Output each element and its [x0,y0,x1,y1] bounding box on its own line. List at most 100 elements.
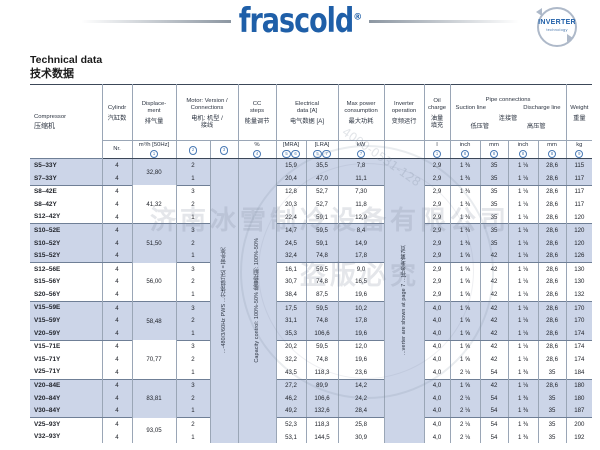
cell-compressor-model: S8–42E [30,185,103,199]
cell-discharge-mm: 35 [537,417,567,431]
table-row[interactable]: S12–42Y 4 1 22,4 59,1 12,9 2,9 1 ⅜ 35 1 ⅛ 28,6 120 [30,210,593,224]
cell-suction-inch: 2 ⅛ [449,430,481,444]
cell-discharge-inch: 1 ⅛ [507,340,539,354]
cell-max-power: 11,8 [337,198,385,211]
cell-discharge-mm: 28,6 [537,353,567,366]
cell-discharge-inch: 1 ⅛ [507,378,539,393]
cell-discharge-inch: 1 ⅜ [507,417,539,431]
cell-discharge-mm: 35 [537,404,567,419]
page-title-cn: 技术数据 [30,68,74,81]
cell-oil-charge: 4,0 [423,353,451,366]
th-weight-cn: 重量 [573,114,586,122]
table-row[interactable]: S12–56E 4 56,00 3 16,1 59,5 9,0 2,9 1 ⅝ 42 1 ⅛ 28,6… [30,262,593,302]
cell-discharge-mm: 28,6 [537,288,567,302]
cell-mra: 35,3 [275,327,307,341]
table-row[interactable]: V20–84E 4 83,81 3 27,2 89,9 14,2 4,0 1 ⅝ 42 1 ⅛ 28,… [30,378,593,418]
cell-discharge-mm: 35 [537,430,567,444]
cell-suction-inch: 1 ⅜ [449,223,481,237]
cell-suction-inch: 2 ⅛ [449,404,481,419]
cell-weight: 180 [565,378,593,393]
cell-discharge-inch: 1 ⅛ [507,185,539,199]
brand-logo: frascold® [0,5,600,38]
table-row[interactable]: S7–33Y 4 1 20,4 47,0 11,1 2,9 1 ⅜ 35 1 ⅛ 28,6 117 [30,172,593,186]
cell-suction-inch: 1 ⅜ [449,158,481,173]
table-row[interactable]: V15–59Y 4 2 31,1 74,8 17,8 4,0 1 ⅝ 42 1 ⅛ 28,6 170 [30,314,593,328]
cell-oil-charge: 4,0 [423,327,451,341]
cell-discharge-mm: 28,6 [537,185,567,199]
cell-compressor-model: V15–59Y [30,314,103,328]
cell-motor-version: 3 [175,340,211,354]
table-row[interactable]: S8–42E 4 41,32 3 12,8 52,7 7,30 2,9 1 ⅜ 35 1 ⅛ 28,6… [30,185,593,224]
cell-suction-mm: 54 [479,430,509,444]
unit-oil-charge: l 1 [423,140,451,160]
cell-motor-version: 1 [175,249,211,264]
cell-suction-mm: 42 [479,340,509,354]
cell-motor-version: 3 [175,300,211,315]
th-compressor-cn: 压缩机 [34,122,55,130]
cell-lra: 132,6 [305,404,339,419]
cell-lra: 87,5 [305,288,339,302]
cell-suction-inch: 1 ⅜ [449,236,481,250]
table-row[interactable]: S20–56Y 4 1 38,4 87,5 19,6 2,9 1 ⅝ 42 1 ⅛ 28,6 132 [30,288,593,302]
cell-max-power: 14,2 [337,378,385,393]
table-row[interactable]: V32–93Y 4 1 53,1 144,5 30,9 4,0 2 ⅛ 54 1 ⅜ 35 192 [30,430,593,444]
cell-lra: 106,6 [305,327,339,341]
th-weight-en: Weight [570,104,589,111]
table-row[interactable]: V25–93Y 4 93,05 2 52,3 118,3 25,8 4,0 2 ⅛ 54 1 ⅜ 35… [30,417,593,444]
cell-max-power: 23,6 [337,365,385,380]
cell-weight: 120 [565,236,593,250]
table-row[interactable]: V25–71Y 4 1 43,5 118,3 23,6 4,0 2 ⅛ 54 1 ⅜ 35 184 [30,365,593,380]
cell-suction-mm: 54 [479,417,509,431]
table-row[interactable]: S5–33Y 4 32,80 2 ...-480/3/60Hz PWS ...分体组马达… [30,158,593,444]
th-suction-cn: 低压管 [470,122,490,130]
unit-oil-charge-text: l [436,141,438,148]
cell-compressor-model: S10–52Y [30,236,103,250]
cell-suction-mm: 54 [479,392,509,405]
cell-max-power: 7,8 [337,158,385,173]
cell-compressor-model: S7–33Y [30,172,103,186]
cell-discharge-inch: 1 ⅛ [507,275,539,289]
cell-discharge-inch: 1 ⅛ [507,249,539,264]
table-row[interactable]: S15–52Y 4 1 32,4 74,8 17,8 2,9 1 ⅝ 42 1 ⅛ 28,6 126 [30,249,593,264]
table-row[interactable]: V15–59E 4 58,48 3 17,5 59,5 10,2 4,0 1 ⅝ 42 1 ⅛ 28,… [30,300,593,341]
unit-suction-mm: mm 8 [479,140,509,160]
cell-max-power: 7,30 [337,185,385,199]
th-max-power-en: Max power consumption [344,101,378,115]
table-row[interactable]: V20–59Y 4 1 35,3 106,6 19,6 4,0 1 ⅝ 42 1 ⅛ 28,6 174 [30,327,593,341]
cell-mra: 24,5 [275,236,307,250]
cell-motor-version: 3 [175,378,211,393]
footnote-3-icon: 3 [219,146,229,155]
table-row[interactable]: V15–71Y 4 2 32,2 74,8 19,6 4,0 1 ⅝ 42 1 ⅛ 28,6 174 [30,353,593,366]
cell-weight: 120 [565,210,593,224]
cell-motor-version: 3 [175,262,211,276]
footnote-7b-icon: 7 [356,149,366,158]
table-row[interactable]: V15–71E 4 70,77 3 20,2 59,5 12,0 4,0 1 ⅝ 42 1 ⅛ 28,… [30,340,593,380]
cell-discharge-mm: 28,6 [537,300,567,315]
cell-compressor-model: S20–56Y [30,288,103,302]
cell-motor-version: 1 [175,210,211,224]
cell-cylinder: 4 [101,353,133,366]
cell-suction-mm: 42 [479,327,509,341]
table-row[interactable]: S10–52Y 4 2 24,5 59,1 14,9 2,9 1 ⅜ 35 1 ⅛ 28,6 120 [30,236,593,250]
cell-discharge-mm: 28,6 [537,249,567,264]
cell-weight: 126 [565,249,593,264]
cell-mra: 53,1 [275,430,307,444]
cell-suction-inch: 1 ⅝ [449,300,481,315]
table-row[interactable]: V30–84Y 4 1 49,2 132,6 28,4 4,0 2 ⅛ 54 1 ⅜ 35 187 [30,404,593,419]
table-row[interactable]: V20–84Y 4 2 46,2 106,6 24,2 4,0 2 ⅛ 54 1 ⅜ 35 180 [30,392,593,405]
table-row[interactable]: S8–42Y 4 2 20,3 52,7 11,8 2,9 1 ⅜ 35 1 ⅛ 28,6 117 [30,198,593,211]
th-pipe-connections: Pipe connections Suction line Discharge … [449,84,567,141]
cell-mra: 30,7 [275,275,307,289]
cell-lra: 47,0 [305,172,339,186]
cell-displacement: 70,77 [131,340,177,380]
cell-lra: 59,1 [305,236,339,250]
table-row[interactable]: S10–52E 4 51,50 3 14,7 59,5 8,4 2,9 1 ⅜ 35 1 ⅛ 28,6… [30,223,593,263]
cell-weight: 192 [565,430,593,444]
table-row[interactable]: S15–56Y 4 2 30,7 74,8 16,5 2,9 1 ⅝ 42 1 ⅛ 28,6 130 [30,275,593,289]
cell-max-power: 9,0 [337,262,385,276]
unit-displacement-text: m³/h [50Hz] [138,141,170,148]
cell-suction-inch: 2 ⅛ [449,392,481,405]
cell-mra: 52,3 [275,417,307,431]
cell-displacement: 56,00 [131,262,177,302]
